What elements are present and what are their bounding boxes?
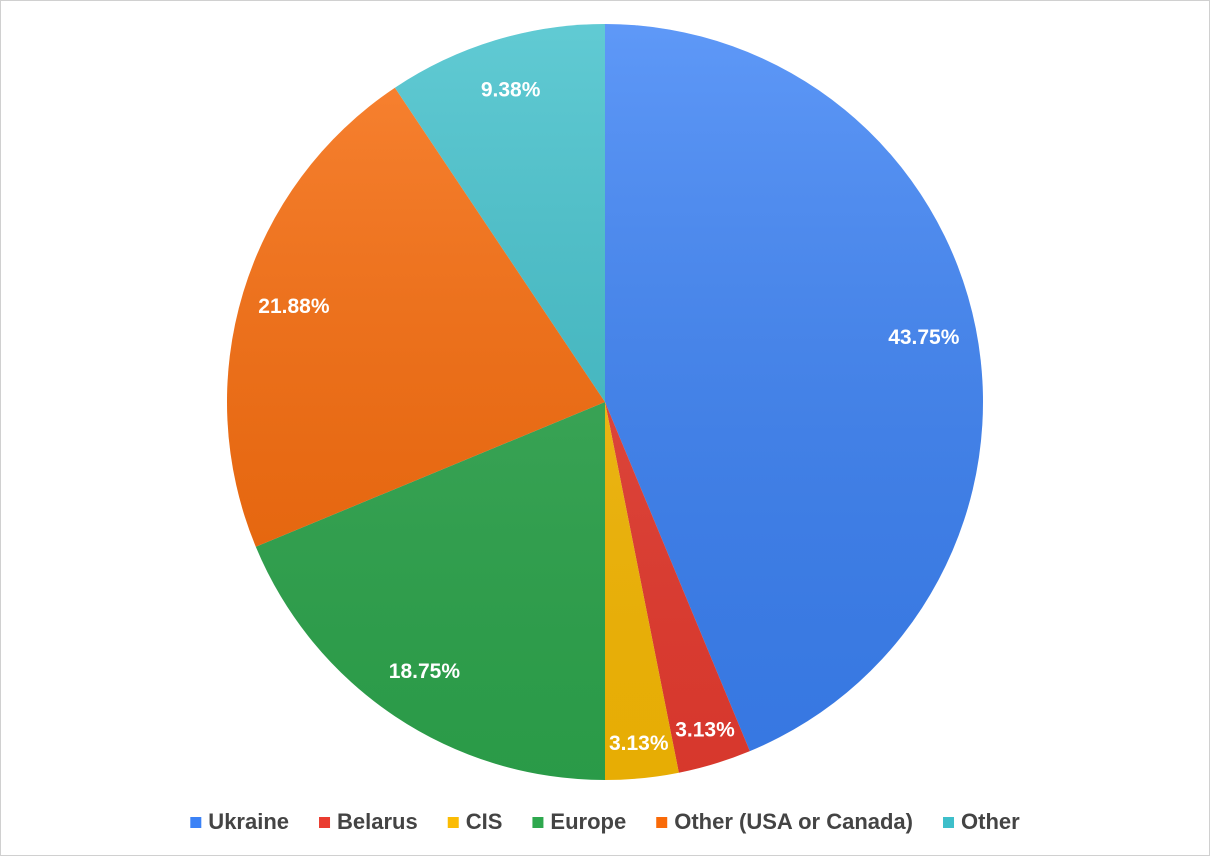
data-label: 43.75%: [888, 326, 960, 349]
data-label: 18.75%: [389, 660, 461, 683]
legend-swatch: [943, 817, 955, 828]
legend-swatch: [447, 817, 459, 828]
data-label: 3.13%: [675, 719, 735, 742]
legend: Ukraine Belarus CIS Europe Other (USA or Can…: [190, 809, 1020, 834]
legend-swatch: [319, 817, 331, 828]
legend-label: Europe: [550, 809, 626, 834]
data-label: 21.88%: [258, 295, 330, 318]
legend-swatch: [190, 817, 202, 828]
legend-label: Belarus: [337, 809, 418, 834]
legend-label: Other: [961, 809, 1020, 834]
legend-swatch: [656, 817, 668, 828]
data-label: 9.38%: [481, 78, 541, 101]
data-label: 3.13%: [609, 732, 669, 755]
legend-label: Other (USA or Canada): [674, 809, 913, 834]
legend-label: CIS: [466, 809, 503, 834]
legend-swatch: [532, 817, 544, 828]
legend-label: Ukraine: [208, 809, 289, 834]
